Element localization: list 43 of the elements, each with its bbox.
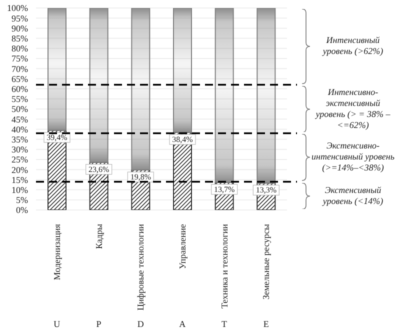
text: Интенсивно-экстенсивный уровень (> = 38% –<=62%) [314, 87, 392, 131]
y-tick-label: 30% [12, 144, 28, 155]
y-tick-label: 15% [12, 174, 28, 185]
y-tick-label: 0% [16, 205, 28, 216]
y-tick-label: 85% [12, 33, 28, 44]
y-tick-label: 10% [12, 184, 28, 195]
y-tick-label: 40% [12, 124, 28, 134]
y-tick-label: 90% [12, 23, 28, 34]
y-tick-label: 80% [12, 44, 28, 54]
text: T [222, 319, 228, 329]
x-tick-label: Земельные ресурсы [261, 224, 272, 300]
y-tick-label: 65% [12, 74, 28, 84]
text: E [263, 319, 270, 329]
text: Экстенсивный уровень (<14%) [321, 184, 384, 207]
data-label: 13,7% [214, 184, 235, 194]
y-tick-label: 95% [12, 13, 28, 24]
y-tick-label: 60% [12, 84, 28, 94]
data-label: 23,6% [88, 164, 110, 174]
data-label: 39,4% [46, 133, 68, 142]
data-label: 19,8% [130, 172, 152, 182]
y-tick-label: 50% [12, 104, 28, 114]
text: Интенсивный уровень (>62%) [321, 35, 384, 58]
text: D [137, 319, 144, 329]
text: P [96, 319, 102, 329]
x-tick-label: Цифровые технологии [136, 224, 146, 311]
text: A [179, 319, 186, 329]
data-label: 13,3% [256, 186, 277, 195]
data-label: 38,4% [172, 135, 194, 144]
x-tick-label: Модернизация [52, 224, 62, 280]
y-tick-label: 75% [12, 54, 28, 64]
y-tick-label: 35% [12, 134, 28, 144]
y-tick-label: 25% [12, 154, 28, 165]
text: Экстенсивно-интенсивный уровень (>=14%–<38%) [311, 140, 395, 174]
x-tick-label: Управление [178, 224, 188, 270]
y-tick-label: 100% [7, 3, 28, 14]
y-tick-label: 55% [12, 94, 28, 104]
y-tick-label: 45% [12, 114, 28, 124]
y-tick-label: 70% [12, 64, 28, 74]
x-tick-label: Кадры [94, 224, 104, 250]
y-tick-label: 20% [12, 164, 28, 175]
y-tick-label: 5% [16, 195, 28, 206]
x-tick-label: Техника и технологии [219, 224, 230, 309]
text: U [54, 319, 61, 329]
